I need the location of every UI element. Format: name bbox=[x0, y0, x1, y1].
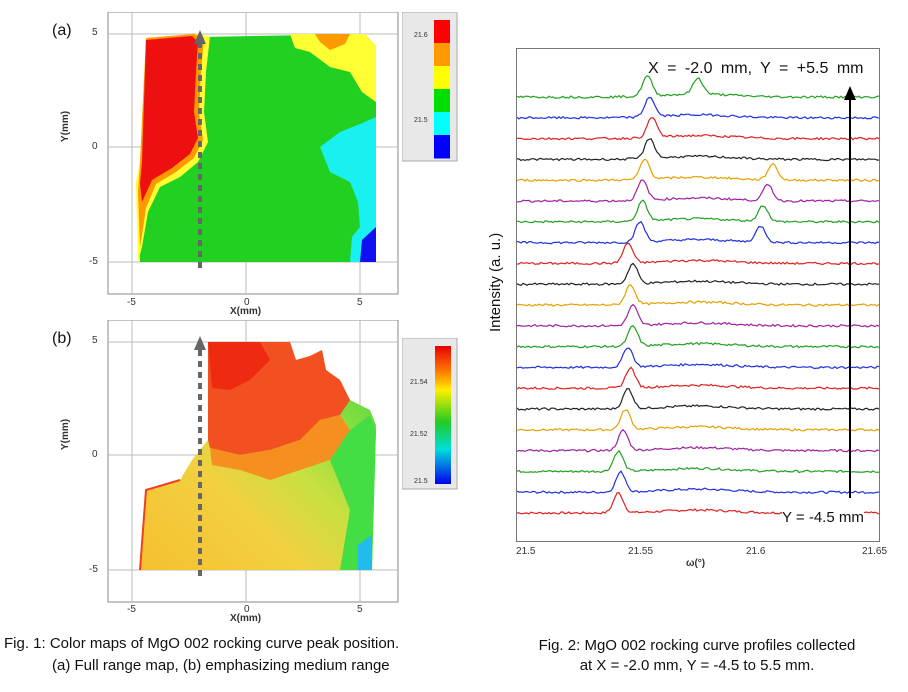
fig2-caption-line2: at X = -2.0 mm, Y = -4.5 to 5.5 mm. bbox=[579, 657, 815, 674]
panel-b-map bbox=[107, 320, 399, 603]
panel-b-xtick-5: 5 bbox=[357, 604, 363, 615]
rocking-curve-series bbox=[517, 303, 879, 328]
fig2-xlabel: ω(°) bbox=[686, 558, 706, 569]
fig2-xtick-21.5: 21.5 bbox=[516, 546, 536, 557]
panel-a-ytick-5: 5 bbox=[92, 27, 98, 38]
panel-a-cb-tick-21.6: 21.6 bbox=[414, 32, 428, 39]
panel-a-xtick-0: 0 bbox=[244, 297, 250, 308]
fig2-xtick-21.55: 21.55 bbox=[628, 546, 654, 557]
colorbar-a-segment bbox=[434, 20, 450, 44]
rocking-curve-series bbox=[517, 117, 879, 141]
rocking-curve-series bbox=[517, 199, 879, 224]
panel-b-xtick-0: 0 bbox=[244, 604, 250, 615]
rocking-curve-series bbox=[517, 158, 879, 182]
rocking-curve-series bbox=[517, 470, 879, 494]
panel-b-cb-tick-21.52: 21.52 bbox=[410, 431, 428, 438]
rocking-curve-series bbox=[517, 449, 879, 474]
panel-a-xtick-5: 5 bbox=[357, 297, 363, 308]
fig2-frame bbox=[516, 48, 880, 542]
panel-b-xtick--5: -5 bbox=[127, 604, 136, 615]
colorbar-a-segment bbox=[434, 135, 450, 159]
colorbar-a-segment bbox=[434, 89, 450, 113]
fig2-annotation-bottom: Y = -4.5 mm bbox=[782, 509, 864, 526]
fig1-caption-line2: (a) Full range map, (b) emphasizing medi… bbox=[52, 657, 390, 674]
panel-b-ytick--5: -5 bbox=[89, 564, 98, 575]
panel-b-colorbar bbox=[402, 338, 458, 490]
rocking-curve-series bbox=[517, 137, 879, 162]
rocking-curve-series bbox=[517, 75, 879, 99]
rocking-curve-series bbox=[517, 96, 879, 120]
panel-a-xtick--5: -5 bbox=[127, 297, 136, 308]
panel-a-ytick--5: -5 bbox=[89, 256, 98, 267]
panel-b-ylabel: Y(mm) bbox=[60, 418, 71, 450]
colorbar-a-segment bbox=[434, 66, 450, 90]
rocking-curve-series bbox=[517, 284, 879, 307]
panel-a-xlabel: X(mm) bbox=[230, 306, 262, 317]
panel-b-xlabel: X(mm) bbox=[230, 613, 262, 624]
rocking-curve-series bbox=[517, 366, 879, 390]
colorbar-a-segment bbox=[434, 112, 450, 136]
panel-b-label: (b) bbox=[52, 330, 72, 347]
panel-a-map bbox=[107, 12, 399, 295]
rocking-curve-series bbox=[517, 220, 879, 245]
fig2-arrow bbox=[844, 86, 856, 498]
rocking-curve-series bbox=[517, 387, 879, 411]
rocking-curve-series bbox=[517, 242, 879, 266]
fig1-caption-line1: Fig. 1: Color maps of MgO 002 rocking cu… bbox=[4, 635, 400, 652]
fig2-plot bbox=[517, 75, 879, 515]
fig2-annotation-top: X = -2.0 mm, Y = +5.5 mm bbox=[648, 60, 864, 77]
rocking-curve-series bbox=[517, 347, 879, 370]
panel-b-ytick-5: 5 bbox=[92, 335, 98, 346]
fig2-xtick-21.65: 21.65 bbox=[862, 546, 888, 557]
panel-a-label: (a) bbox=[52, 22, 72, 39]
rocking-curve-series bbox=[517, 324, 879, 349]
rocking-curve-series bbox=[517, 409, 879, 432]
panel-b-cb-tick-21.5: 21.5 bbox=[414, 478, 428, 485]
fig2-xtick-21.6: 21.6 bbox=[746, 546, 766, 557]
fig2-ylabel: Intensity (a. u.) bbox=[487, 232, 504, 332]
panel-a-ytick-0: 0 bbox=[92, 141, 98, 152]
rocking-curve-series bbox=[517, 262, 879, 286]
panel-b-cb-tick-21.54: 21.54 bbox=[410, 379, 428, 386]
fig2-caption-line1: Fig. 2: MgO 002 rocking curve profiles c… bbox=[538, 637, 856, 654]
panel-a-cb-tick-21.5: 21.5 bbox=[414, 117, 428, 124]
rocking-curve-series bbox=[517, 179, 879, 203]
colorbar-a-segment bbox=[434, 43, 450, 67]
panel-a-ylabel: Y(mm) bbox=[60, 110, 71, 142]
panel-a-colorbar bbox=[402, 12, 458, 162]
rocking-curve-series bbox=[517, 428, 879, 453]
panel-b-ytick-0: 0 bbox=[92, 449, 98, 460]
